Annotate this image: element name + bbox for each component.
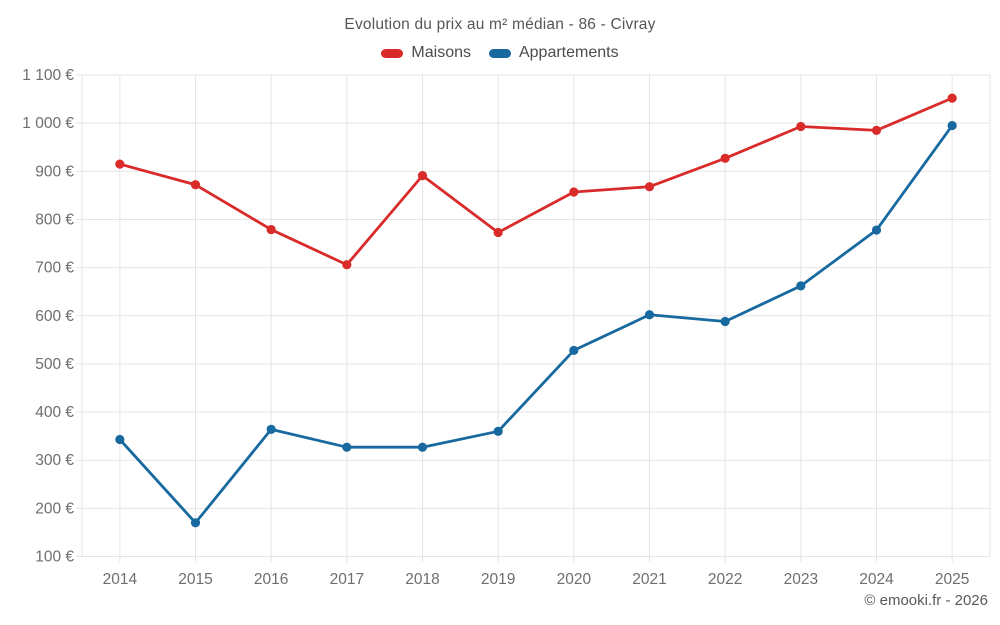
- x-axis-label: 2018: [405, 571, 439, 588]
- series-line-maisons: [118, 96, 954, 267]
- y-axis-label: 200 €: [35, 500, 74, 517]
- x-axis-label: 2021: [632, 571, 666, 588]
- legend-item-maisons[interactable]: Maisons: [381, 44, 471, 62]
- data-point-maisons-2014: [115, 159, 125, 169]
- x-axis-label: 2025: [935, 571, 969, 588]
- x-axis-label: 2015: [178, 571, 212, 588]
- data-point-maisons-2015: [190, 180, 201, 190]
- legend-item-appartements[interactable]: Appartements: [488, 44, 619, 62]
- maisons-swatch-icon: [381, 48, 404, 58]
- y-axis-label: 100 €: [35, 549, 74, 566]
- x-axis-label: 2014: [103, 571, 138, 588]
- y-axis-label: 1 000 €: [22, 115, 74, 132]
- legend-label-appartements: Appartements: [518, 44, 619, 61]
- data-point-maisons-2025: [947, 93, 957, 103]
- series-line-appartements: [118, 124, 954, 525]
- data-point-appartements-2023: [796, 281, 806, 291]
- data-point-appartements-2014: [115, 434, 125, 445]
- data-point-appartements-2018: [417, 442, 428, 452]
- x-axis-label: 2016: [254, 571, 288, 588]
- data-point-appartements-2017: [342, 442, 352, 452]
- data-point-maisons-2021: [644, 182, 655, 192]
- legend-label-maisons: Maisons: [411, 44, 471, 61]
- chart-title: Evolution du prix au m² médian - 86 - Ci…: [344, 16, 656, 33]
- x-axis-label: 2020: [557, 571, 592, 588]
- data-point-maisons-2022: [720, 153, 730, 163]
- data-point-maisons-2017: [342, 260, 352, 270]
- data-point-maisons-2019: [493, 227, 503, 238]
- data-point-maisons-2023: [796, 121, 806, 132]
- appartements-swatch-icon: [488, 48, 511, 58]
- copyright-watermark: © emooki.fr - 2026: [864, 592, 988, 609]
- y-axis-label: 500 €: [35, 356, 74, 373]
- data-point-appartements-2022: [720, 316, 730, 327]
- x-axis-label: 2017: [330, 571, 364, 588]
- y-axis-label: 600 €: [35, 308, 74, 325]
- y-axis-label: 400 €: [35, 404, 74, 421]
- chart-legend: Maisons Appartements: [0, 44, 1000, 62]
- data-point-maisons-2020: [569, 187, 579, 197]
- y-axis-label: 300 €: [35, 452, 74, 469]
- y-axis-label: 900 €: [35, 163, 74, 180]
- y-axis-label: 1 100 €: [22, 67, 74, 84]
- x-axis-label: 2024: [859, 571, 894, 588]
- data-point-appartements-2025: [947, 120, 957, 131]
- x-axis-label: 2022: [708, 571, 742, 588]
- x-axis-label: 2023: [784, 571, 818, 588]
- data-point-maisons-2016: [266, 224, 276, 235]
- data-point-appartements-2016: [266, 424, 276, 434]
- data-point-appartements-2015: [190, 518, 201, 528]
- data-point-maisons-2018: [417, 171, 428, 181]
- data-point-appartements-2019: [493, 426, 503, 436]
- x-axis-label: 2019: [481, 571, 515, 588]
- data-point-appartements-2021: [644, 310, 655, 320]
- data-point-appartements-2020: [569, 345, 579, 356]
- data-point-maisons-2024: [871, 125, 882, 135]
- y-axis-label: 700 €: [35, 260, 74, 277]
- data-point-appartements-2024: [871, 225, 882, 235]
- y-axis-label: 800 €: [35, 211, 74, 228]
